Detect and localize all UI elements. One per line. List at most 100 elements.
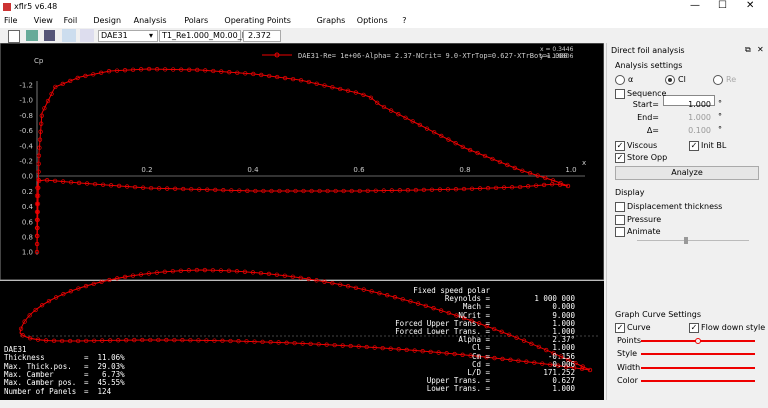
curve-marker bbox=[549, 182, 555, 187]
curve-marker bbox=[61, 291, 66, 297]
start-input[interactable] bbox=[663, 95, 715, 106]
prop-name: Max. Thick.pos. bbox=[4, 361, 72, 371]
opp-combo[interactable]: 2.372 bbox=[243, 30, 281, 42]
close-panel[interactable]: ✕ bbox=[757, 45, 764, 54]
checkbox[interactable]: ✓ bbox=[689, 323, 699, 333]
menu-item[interactable]: ? bbox=[402, 16, 407, 25]
checkbox[interactable] bbox=[615, 227, 625, 237]
polar-combo[interactable]: T1_Re1.000_M0.00_N9.0 bbox=[159, 30, 260, 42]
curve-marker bbox=[353, 90, 359, 95]
prop-name: Alpha = bbox=[458, 335, 490, 345]
menu-item[interactable]: Operating Points bbox=[224, 16, 291, 25]
analyze-button[interactable]: Analyze bbox=[615, 166, 759, 180]
opp-value: 2.372 bbox=[248, 31, 271, 40]
prop-value: 0.000 bbox=[552, 302, 575, 312]
checkbox[interactable] bbox=[615, 89, 625, 99]
curve-marker bbox=[517, 184, 523, 190]
curve-marker bbox=[154, 67, 160, 72]
radio[interactable] bbox=[713, 75, 723, 85]
checkbox[interactable]: ✓ bbox=[615, 141, 625, 151]
curve-marker bbox=[258, 270, 264, 276]
curve-marker bbox=[345, 88, 351, 93]
prop-name: Cm = bbox=[471, 351, 490, 361]
curve-marker bbox=[34, 193, 40, 198]
menu-item[interactable]: Polars bbox=[184, 16, 209, 25]
menu-item[interactable]: Design bbox=[93, 16, 122, 25]
curve-marker bbox=[226, 268, 232, 273]
curve-marker bbox=[34, 201, 40, 207]
menu-item[interactable]: Options bbox=[356, 16, 388, 25]
curve-marker bbox=[460, 352, 465, 357]
curve-setting-sample[interactable] bbox=[641, 379, 755, 382]
y-tick-label: 0.4 bbox=[22, 203, 34, 211]
menu-item[interactable]: Analysis bbox=[133, 16, 167, 25]
curve-marker bbox=[234, 269, 240, 274]
prop-name: Cd = bbox=[471, 359, 490, 369]
curve-marker bbox=[467, 147, 473, 153]
menu-item[interactable]: Foil bbox=[63, 16, 78, 25]
checkbox[interactable]: ✓ bbox=[615, 153, 625, 163]
curve-marker bbox=[42, 106, 47, 111]
group-title: Analysis settings bbox=[615, 61, 683, 70]
menu-item[interactable]: Graphs bbox=[316, 16, 346, 25]
curve-marker bbox=[345, 284, 351, 289]
prop-value: 1.000 bbox=[552, 318, 575, 328]
curve-marker bbox=[330, 85, 335, 90]
prop-name: Reynolds = bbox=[444, 294, 490, 304]
curve-marker bbox=[436, 350, 441, 355]
curve-marker bbox=[551, 351, 556, 356]
curve-marker bbox=[34, 233, 40, 239]
menu-item[interactable]: File bbox=[4, 16, 18, 25]
checkbox[interactable] bbox=[615, 202, 625, 212]
curve-marker bbox=[396, 112, 401, 117]
curve-marker bbox=[36, 177, 41, 182]
curve-marker bbox=[244, 339, 249, 344]
curve-marker bbox=[330, 280, 335, 286]
menu-item[interactable]: View bbox=[33, 16, 53, 25]
curve-marker bbox=[408, 299, 413, 304]
curve-marker bbox=[492, 355, 497, 361]
curve-marker bbox=[91, 72, 96, 77]
curve-setting-label: Style bbox=[617, 349, 638, 359]
curve-marker bbox=[400, 297, 405, 302]
curve-marker bbox=[269, 188, 274, 194]
checkbox[interactable] bbox=[615, 214, 625, 225]
curve-marker bbox=[520, 168, 525, 173]
curve-marker bbox=[92, 181, 98, 187]
curve-marker bbox=[266, 271, 272, 277]
float-button[interactable]: ⧉ bbox=[745, 45, 751, 54]
curve-setting-sample[interactable] bbox=[641, 353, 755, 356]
close[interactable]: ✕ bbox=[746, 0, 755, 11]
checkbox[interactable]: ✓ bbox=[615, 323, 625, 333]
foil-combo[interactable]: DAE31 ▾ bbox=[98, 30, 158, 42]
curve-marker bbox=[83, 73, 88, 79]
curve-marker bbox=[453, 187, 459, 192]
animation-slider[interactable] bbox=[637, 240, 749, 241]
y-tick-label: -1.0 bbox=[19, 97, 33, 105]
save-icon[interactable] bbox=[44, 30, 55, 41]
open-icon[interactable] bbox=[26, 30, 38, 41]
curve-marker bbox=[389, 188, 394, 193]
curve-marker bbox=[116, 338, 121, 343]
curve-marker bbox=[424, 126, 430, 131]
checkbox[interactable]: ✓ bbox=[689, 141, 699, 151]
curve-marker bbox=[431, 306, 436, 311]
prop-value: 0.006 bbox=[552, 359, 575, 369]
curve-marker bbox=[300, 341, 305, 346]
radio[interactable] bbox=[615, 75, 625, 85]
new-icon[interactable] bbox=[8, 30, 20, 43]
inverse-icon[interactable] bbox=[80, 29, 94, 42]
slider-handle[interactable] bbox=[684, 237, 688, 244]
direct-icon[interactable] bbox=[62, 29, 76, 42]
curve-setting-sample[interactable] bbox=[641, 366, 755, 369]
curve-marker bbox=[202, 267, 208, 273]
curve-marker bbox=[34, 249, 40, 255]
field-unit: ° bbox=[718, 112, 722, 121]
maximize[interactable]: ☐ bbox=[718, 0, 727, 11]
curve-marker bbox=[235, 70, 240, 75]
curve-marker bbox=[138, 272, 144, 277]
minimize[interactable]: — bbox=[690, 0, 700, 11]
curve-marker bbox=[165, 186, 170, 191]
radio[interactable] bbox=[665, 75, 675, 85]
x-tick-label: 1.0 bbox=[565, 166, 576, 174]
